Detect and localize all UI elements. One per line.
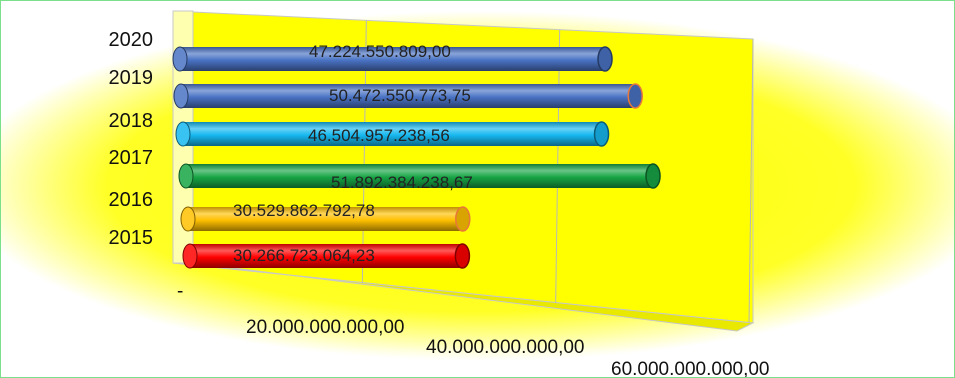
value-label: 51.892.384.238,67 bbox=[331, 173, 473, 192]
category-label: 2019 bbox=[109, 67, 154, 89]
x-tick-label: 60.000.000.000,00 bbox=[611, 359, 770, 378]
bar-start-cap bbox=[175, 121, 191, 147]
x-axis-ticks: - 20.000.000.000,00 40.000.000.000,00 60.00… bbox=[177, 281, 770, 378]
x-tick-label: 40.000.000.000,00 bbox=[426, 337, 585, 358]
bar-2017 bbox=[178, 163, 661, 189]
bar-2020 bbox=[172, 46, 613, 72]
bar-start-cap bbox=[180, 206, 196, 232]
bar-end-cap bbox=[597, 46, 613, 72]
gridline bbox=[748, 38, 754, 324]
bar-end-cap bbox=[454, 243, 471, 269]
category-label: 2018 bbox=[109, 110, 154, 132]
bar-start-cap bbox=[182, 243, 198, 269]
background-glow-bottom-fade bbox=[1, 346, 954, 377]
bar-body bbox=[183, 122, 602, 146]
bar-body bbox=[180, 47, 606, 71]
bar-2016 bbox=[180, 206, 471, 232]
value-label: 50.472.550.773,75 bbox=[329, 86, 471, 105]
bar-body bbox=[190, 244, 463, 268]
x-tick-label: - bbox=[177, 281, 183, 302]
bar-body bbox=[188, 207, 463, 231]
x-tick-label: 20.000.000.000,00 bbox=[246, 317, 405, 338]
value-label: 47.224.550.809,00 bbox=[309, 42, 451, 61]
category-label: 2016 bbox=[109, 189, 154, 211]
value-label: 30.529.862.792,78 bbox=[233, 201, 375, 220]
bar-body bbox=[186, 164, 654, 188]
category-label: 2020 bbox=[109, 29, 154, 51]
value-labels: 47.224.550.809,00 50.472.550.773,75 46.504… bbox=[233, 42, 473, 265]
value-label: 46.504.957.238,56 bbox=[308, 126, 450, 145]
bar-start-cap bbox=[178, 163, 194, 189]
category-label: 2017 bbox=[109, 147, 154, 169]
bar-start-cap bbox=[172, 46, 188, 72]
bar-2019 bbox=[173, 83, 644, 109]
bar-end-cap bbox=[627, 83, 644, 109]
bar-end-cap bbox=[455, 206, 471, 232]
category-label: 2015 bbox=[109, 227, 154, 249]
value-label: 30.266.723.064,23 bbox=[233, 246, 375, 265]
bar-end-cap bbox=[593, 121, 610, 147]
category-labels: 2020 2019 2018 2017 2016 2015 bbox=[109, 29, 154, 249]
bar-2018 bbox=[175, 121, 610, 147]
bar-body bbox=[181, 84, 636, 108]
bar-start-cap bbox=[173, 83, 189, 109]
bars-layer bbox=[172, 46, 661, 269]
bar-end-cap bbox=[645, 163, 661, 189]
bar-2015 bbox=[182, 243, 471, 269]
